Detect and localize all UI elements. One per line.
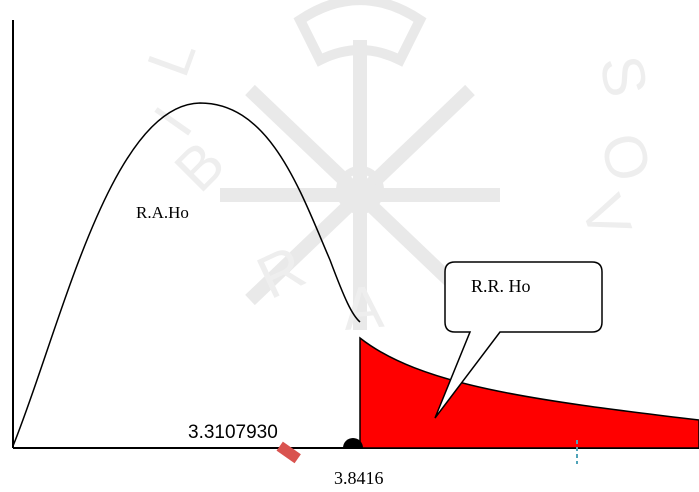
computed-value-marker: [276, 441, 301, 464]
watermark-letter-o: O: [587, 126, 664, 188]
watermark-letter-a: A: [340, 273, 386, 343]
watermark-letter-v: V: [568, 187, 645, 248]
critical-value-label: 3.8416: [334, 468, 384, 488]
rejection-region: [359, 336, 699, 449]
watermark-letter-s: S: [587, 51, 660, 102]
distribution-curve: [12, 102, 361, 447]
watermark-seal: [220, 0, 500, 330]
computed-value-label: 3.3107930: [188, 422, 278, 443]
rejection-callout: [434, 261, 603, 419]
rejection-region-label: R.R. Ho: [471, 276, 531, 296]
watermark-letter-l: L: [134, 30, 208, 84]
acceptance-region-label: R.A.Ho: [136, 203, 189, 222]
critical-value-marker: [343, 438, 363, 448]
